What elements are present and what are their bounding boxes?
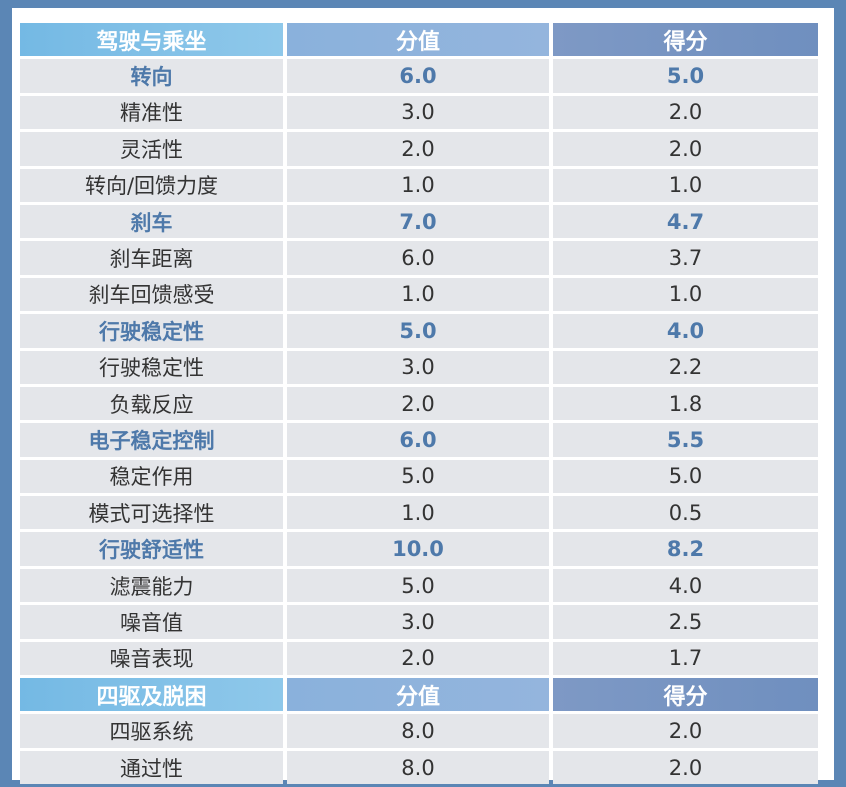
item-row: 噪音值 3.0 2.5 xyxy=(20,605,818,639)
row-score: 2.5 xyxy=(553,605,818,639)
column-header-score: 得分 xyxy=(553,678,818,712)
item-row: 负载反应 2.0 1.8 xyxy=(20,386,818,421)
item-row: 行驶稳定性 3.0 2.2 xyxy=(20,350,818,384)
row-score: 1.0 xyxy=(553,168,818,202)
item-row: 刹车回馈感受 1.0 1.0 xyxy=(20,277,818,312)
row-max-value: 6.0 xyxy=(287,423,549,457)
row-label: 噪音值 xyxy=(20,605,283,639)
row-label: 行驶稳定性 xyxy=(20,314,283,348)
category-row: 转向 6.0 5.0 xyxy=(20,59,818,93)
row-score: 1.8 xyxy=(553,386,818,421)
row-score: 2.0 xyxy=(553,95,818,130)
row-label: 稳定作用 xyxy=(20,459,283,494)
row-max-value: 8.0 xyxy=(287,750,549,785)
item-row: 转向/回馈力度 1.0 1.0 xyxy=(20,168,818,202)
item-row: 噪音表现 2.0 1.7 xyxy=(20,641,818,676)
row-label: 滤震能力 xyxy=(20,568,283,603)
score-table-body: 驾驶与乘坐 分值 得分 转向 6.0 5.0 精准性 3.0 2.0 灵活性 2.0 2.0 转向/回馈… xyxy=(20,23,818,785)
row-max-value: 5.0 xyxy=(287,568,549,603)
row-score: 8.2 xyxy=(553,532,818,566)
category-row: 行驶舒适性 10.0 8.2 xyxy=(20,532,818,566)
row-score: 2.2 xyxy=(553,350,818,384)
row-label: 模式可选择性 xyxy=(20,496,283,530)
row-score: 2.0 xyxy=(553,132,818,166)
row-max-value: 10.0 xyxy=(287,532,549,566)
row-max-value: 1.0 xyxy=(287,496,549,530)
row-max-value: 6.0 xyxy=(287,241,549,275)
row-max-value: 3.0 xyxy=(287,350,549,384)
item-row: 灵活性 2.0 2.0 xyxy=(20,132,818,166)
row-label: 刹车 xyxy=(20,204,283,239)
row-score: 2.0 xyxy=(553,714,818,748)
column-header-value: 分值 xyxy=(287,678,549,712)
item-row: 稳定作用 5.0 5.0 xyxy=(20,459,818,494)
item-row: 刹车距离 6.0 3.7 xyxy=(20,241,818,275)
row-score: 5.0 xyxy=(553,59,818,93)
row-max-value: 2.0 xyxy=(287,386,549,421)
row-max-value: 8.0 xyxy=(287,714,549,748)
row-score: 2.0 xyxy=(553,750,818,785)
row-label: 转向/回馈力度 xyxy=(20,168,283,202)
category-row: 电子稳定控制 6.0 5.5 xyxy=(20,423,818,457)
item-row: 四驱系统 8.0 2.0 xyxy=(20,714,818,748)
item-row: 滤震能力 5.0 4.0 xyxy=(20,568,818,603)
item-row: 模式可选择性 1.0 0.5 xyxy=(20,496,818,530)
row-score: 5.5 xyxy=(553,423,818,457)
row-label: 行驶舒适性 xyxy=(20,532,283,566)
row-label: 噪音表现 xyxy=(20,641,283,676)
row-max-value: 3.0 xyxy=(287,95,549,130)
column-header-score: 得分 xyxy=(553,23,818,57)
row-score: 0.5 xyxy=(553,496,818,530)
row-score: 5.0 xyxy=(553,459,818,494)
category-row: 刹车 7.0 4.7 xyxy=(20,204,818,239)
row-label: 灵活性 xyxy=(20,132,283,166)
row-max-value: 2.0 xyxy=(287,132,549,166)
row-label: 通过性 xyxy=(20,750,283,785)
row-label: 行驶稳定性 xyxy=(20,350,283,384)
row-max-value: 1.0 xyxy=(287,277,549,312)
row-score: 4.7 xyxy=(553,204,818,239)
row-label: 四驱系统 xyxy=(20,714,283,748)
row-label: 刹车回馈感受 xyxy=(20,277,283,312)
section-header-row: 驾驶与乘坐 分值 得分 xyxy=(20,23,818,57)
row-label: 刹车距离 xyxy=(20,241,283,275)
score-panel: 驾驶与乘坐 分值 得分 转向 6.0 5.0 精准性 3.0 2.0 灵活性 2.0 2.0 转向/回馈… xyxy=(12,8,834,785)
section-title: 四驱及脱困 xyxy=(20,678,283,712)
row-max-value: 5.0 xyxy=(287,314,549,348)
row-label: 精准性 xyxy=(20,95,283,130)
row-score: 4.0 xyxy=(553,314,818,348)
item-row: 精准性 3.0 2.0 xyxy=(20,95,818,130)
row-max-value: 3.0 xyxy=(287,605,549,639)
column-header-value: 分值 xyxy=(287,23,549,57)
row-max-value: 7.0 xyxy=(287,204,549,239)
score-table: 驾驶与乘坐 分值 得分 转向 6.0 5.0 精准性 3.0 2.0 灵活性 2.0 2.0 转向/回馈… xyxy=(16,20,822,787)
row-label: 负载反应 xyxy=(20,386,283,421)
item-row: 通过性 8.0 2.0 xyxy=(20,750,818,785)
category-row: 行驶稳定性 5.0 4.0 xyxy=(20,314,818,348)
section-header-row: 四驱及脱困 分值 得分 xyxy=(20,678,818,712)
row-max-value: 6.0 xyxy=(287,59,549,93)
section-title: 驾驶与乘坐 xyxy=(20,23,283,57)
row-score: 1.0 xyxy=(553,277,818,312)
row-max-value: 1.0 xyxy=(287,168,549,202)
row-label: 电子稳定控制 xyxy=(20,423,283,457)
row-score: 3.7 xyxy=(553,241,818,275)
row-score: 1.7 xyxy=(553,641,818,676)
row-label: 转向 xyxy=(20,59,283,93)
row-max-value: 2.0 xyxy=(287,641,549,676)
row-score: 4.0 xyxy=(553,568,818,603)
row-max-value: 5.0 xyxy=(287,459,549,494)
